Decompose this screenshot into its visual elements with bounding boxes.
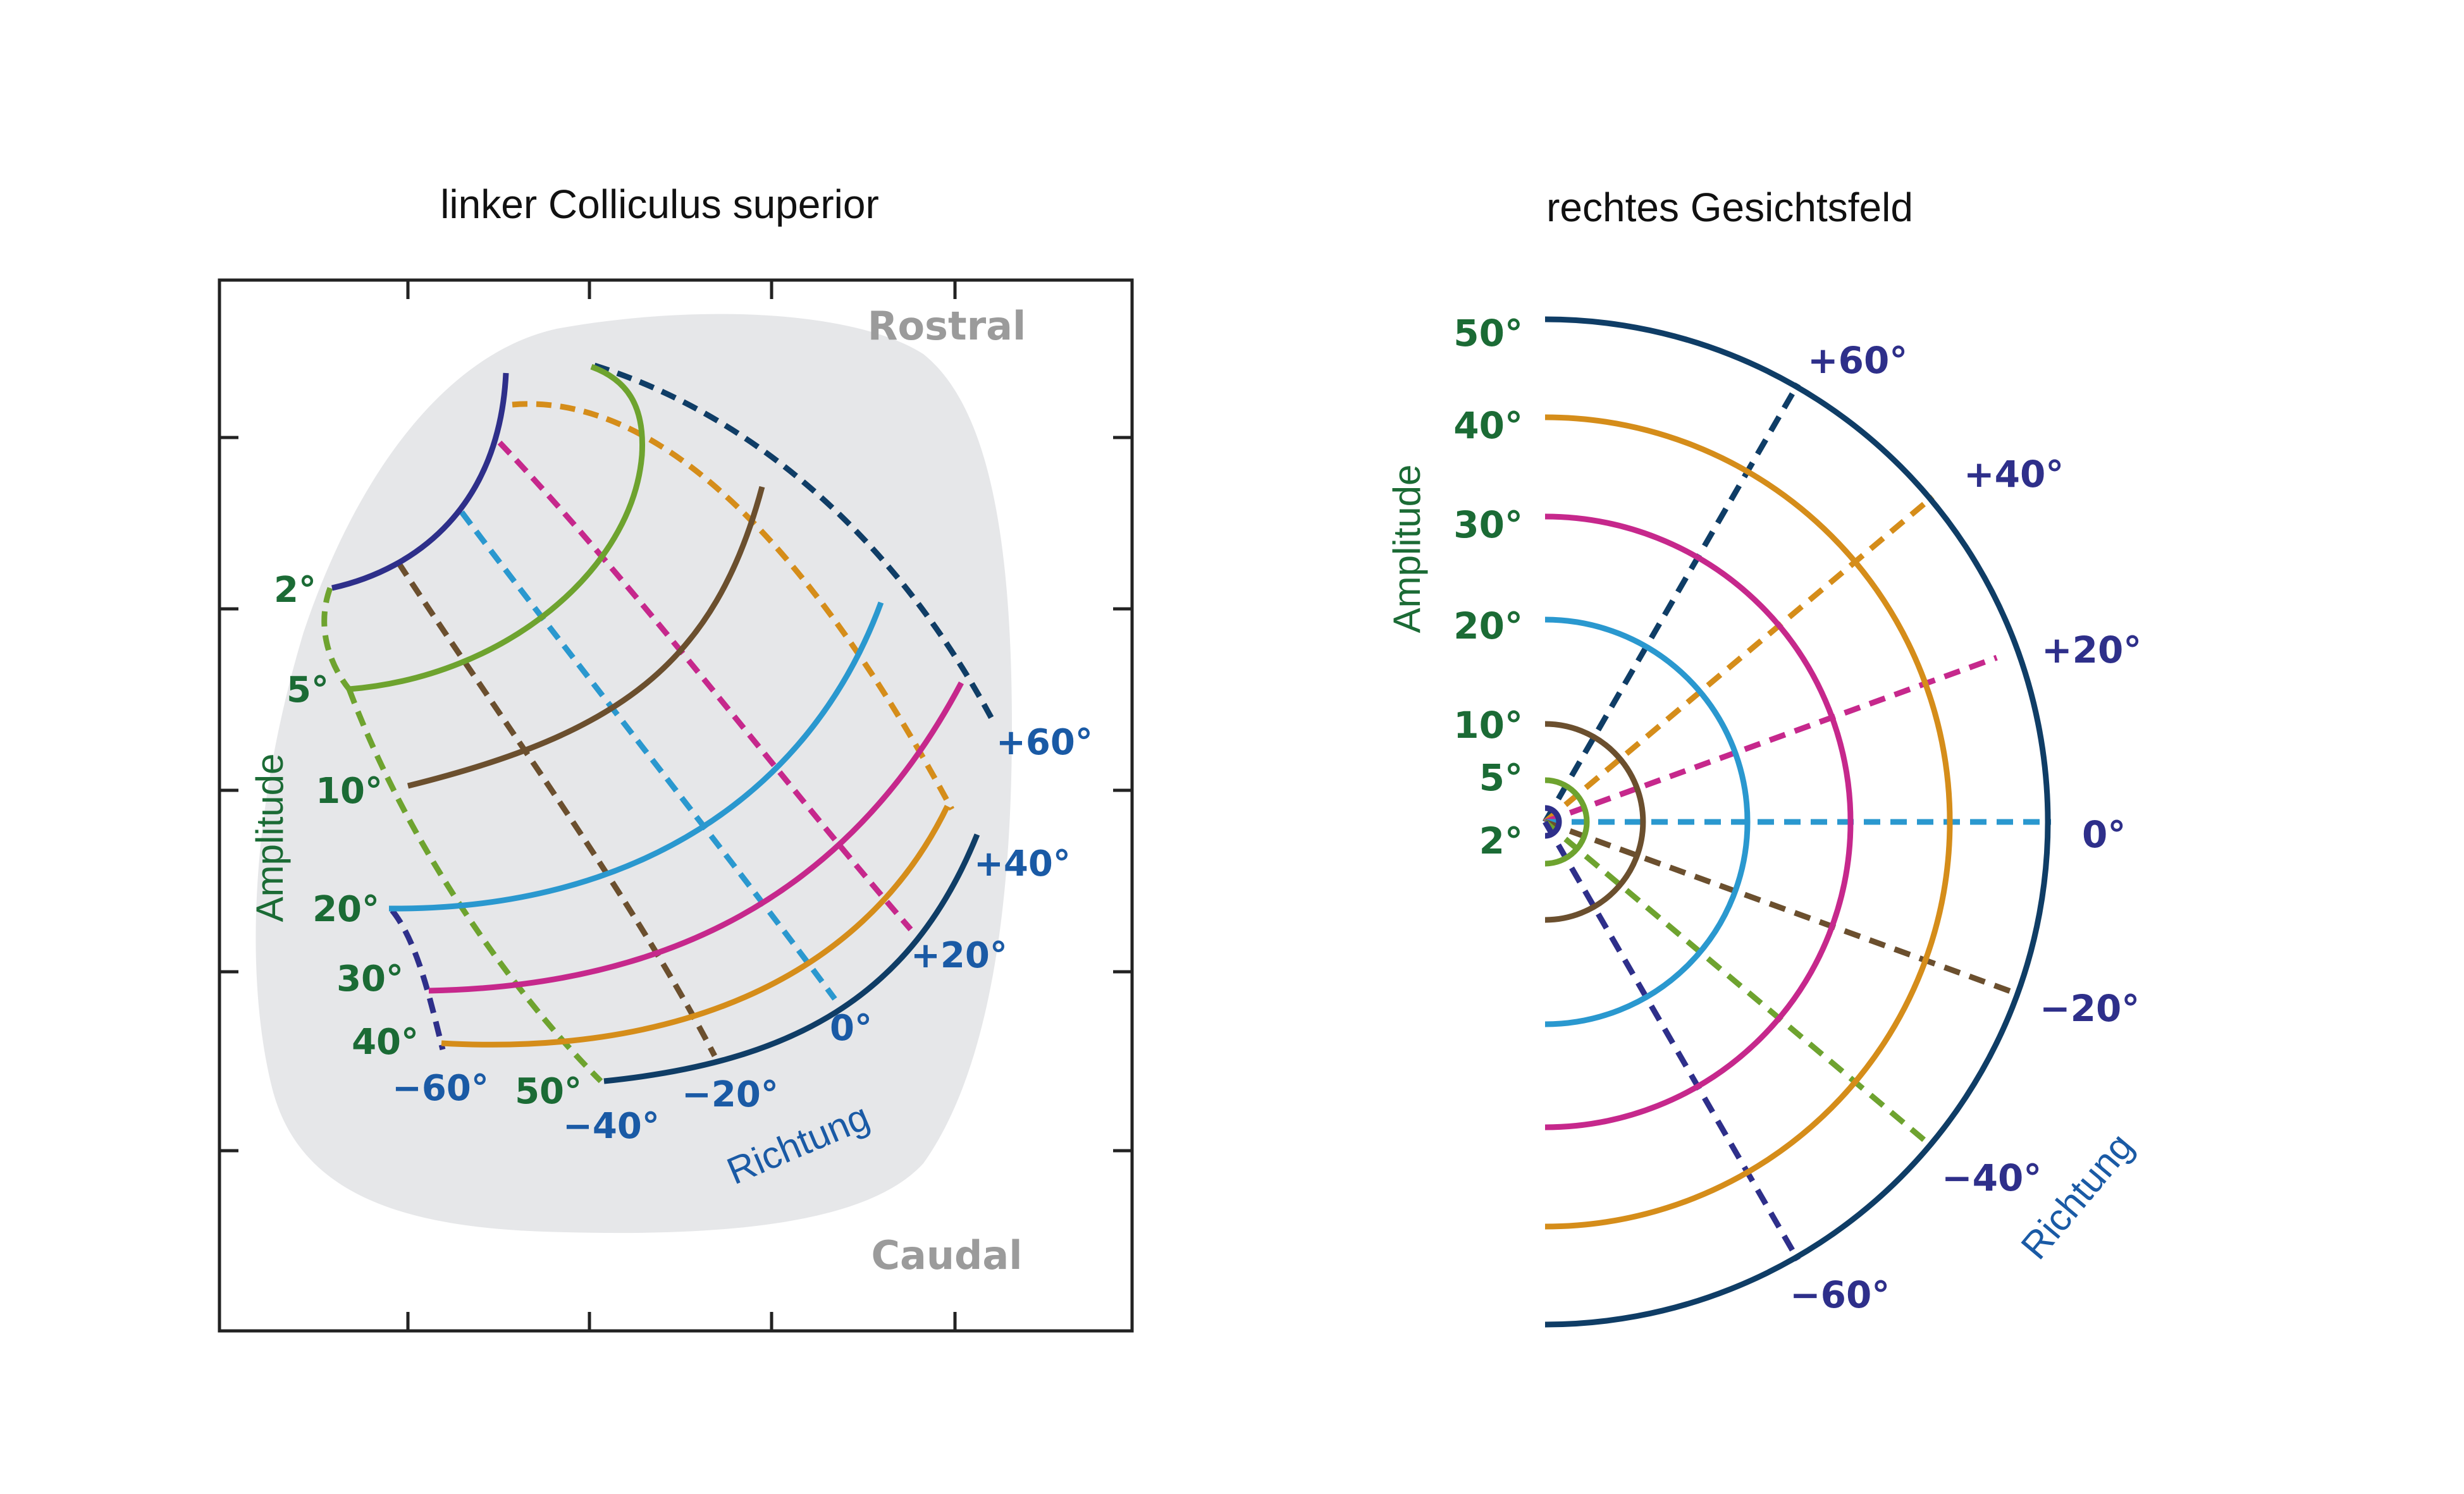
left-amp-label-10: 10° (316, 771, 383, 812)
left-amp-label-5: 5° (286, 670, 329, 711)
left-amp-label-30: 30° (336, 958, 403, 1000)
right-amp-label-10: 10° (1453, 704, 1523, 747)
direction-spoke-minus60 (1543, 820, 1801, 1262)
right-amplitude-axis-label: Amplitude (1386, 465, 1428, 634)
right-amplitude-arcs (1544, 316, 2051, 1328)
caudal-label: Caudal (872, 1232, 1023, 1278)
left-direction-labels: +60° +40° +20° 0° −20° −40° −60° (392, 722, 1093, 1147)
right-panel-title: rechtes Gesichtsfeld (1546, 185, 1913, 230)
iso-amplitude-50 (603, 833, 980, 1084)
right-dir-label-plus60: +60° (1808, 339, 1907, 382)
right-dir-label-plus20: +20° (2042, 628, 2141, 671)
left-dir-label-0: 0° (830, 1008, 872, 1049)
left-panel-title: linker Colliculus superior (440, 181, 879, 227)
left-amp-label-2: 2° (274, 570, 316, 611)
direction-spoke-minus20 (1544, 819, 2013, 995)
amplitude-arc-10 (1544, 721, 1646, 923)
iso-direction-plus60 (593, 362, 995, 723)
amplitude-arc-30 (1544, 513, 1854, 1130)
right-amp-label-40: 40° (1453, 404, 1523, 447)
right-direction-labels: +60° +40° +20° 0° −20° −40° −60° (1790, 339, 2141, 1316)
iso-amplitude-10 (407, 486, 765, 789)
right-dir-label-minus60: −60° (1790, 1273, 1890, 1316)
left-amplitude-labels: 2° 5° 10° 20° 30° 40° 50° (274, 570, 582, 1112)
left-amp-label-40: 40° (352, 1022, 419, 1063)
right-amplitude-labels: 50° 40° 30° 20° 10° 5° 2° (1453, 312, 1523, 862)
amplitude-arc-50 (1544, 316, 2051, 1328)
direction-spoke-plus20 (1544, 654, 1998, 825)
iso-amplitude-20 (388, 601, 884, 912)
direction-spoke-plus60 (1543, 382, 1801, 824)
right-dir-label-0: 0° (2082, 813, 2126, 856)
iso-amplitude-5 (348, 364, 646, 692)
right-amp-label-5: 5° (1479, 756, 1523, 799)
iso-direction-plus20 (497, 440, 913, 931)
left-dir-label-minus60: −60° (392, 1068, 489, 1109)
left-iso-amplitude-lines (331, 364, 980, 1084)
iso-amplitude-2 (331, 372, 509, 591)
left-dir-label-plus20: +20° (911, 935, 1007, 976)
left-dir-label-minus20: −20° (682, 1074, 779, 1115)
direction-spoke-plus40 (1543, 494, 1935, 824)
amplitude-arc-2 (1544, 805, 1562, 839)
right-amp-label-50: 50° (1453, 312, 1523, 355)
direction-spoke-minus40 (1543, 819, 1930, 1146)
iso-amplitude-40 (441, 805, 951, 1048)
amplitude-arc-20 (1544, 616, 1751, 1027)
colliculus-surface-blob (256, 314, 1012, 1234)
right-panel-visual-field: rechtes Gesichtsfeld 50° 40° 30° 20° 10°… (1386, 185, 2141, 1328)
iso-amplitude-30 (428, 681, 964, 994)
right-amp-label-30: 30° (1453, 503, 1523, 546)
left-amplitude-axis-label: Amplitude (249, 754, 291, 922)
iso-direction-minus20 (396, 561, 717, 1058)
iso-direction-minus40-tip (321, 587, 352, 691)
left-plot-frame (218, 278, 1134, 1333)
iso-direction-0 (459, 510, 837, 1001)
right-amp-label-20: 20° (1453, 604, 1523, 647)
right-direction-spokes (1543, 382, 2051, 1262)
left-dir-label-plus60: +60° (996, 722, 1093, 763)
right-dir-label-minus20: −20° (2040, 987, 2140, 1030)
amplitude-arc-40 (1544, 414, 1953, 1230)
left-frame-ticks (219, 280, 1132, 1331)
iso-direction-minus60 (390, 909, 446, 1051)
left-amp-label-50: 50° (515, 1071, 582, 1112)
right-dir-label-plus40: +40° (1964, 453, 2064, 496)
left-amp-label-20: 20° (312, 889, 379, 930)
rostral-label: Rostral (868, 303, 1026, 349)
left-panel-colliculus-map: linker Colliculus superior (218, 181, 1134, 1333)
left-dir-label-minus40: −40° (563, 1106, 660, 1147)
right-amp-label-2: 2° (1479, 819, 1523, 862)
amplitude-arc-5 (1544, 777, 1590, 867)
iso-direction-plus40 (512, 401, 954, 811)
right-dir-label-minus40: −40° (1942, 1156, 2042, 1199)
left-dir-label-plus40: +40° (974, 843, 1071, 885)
